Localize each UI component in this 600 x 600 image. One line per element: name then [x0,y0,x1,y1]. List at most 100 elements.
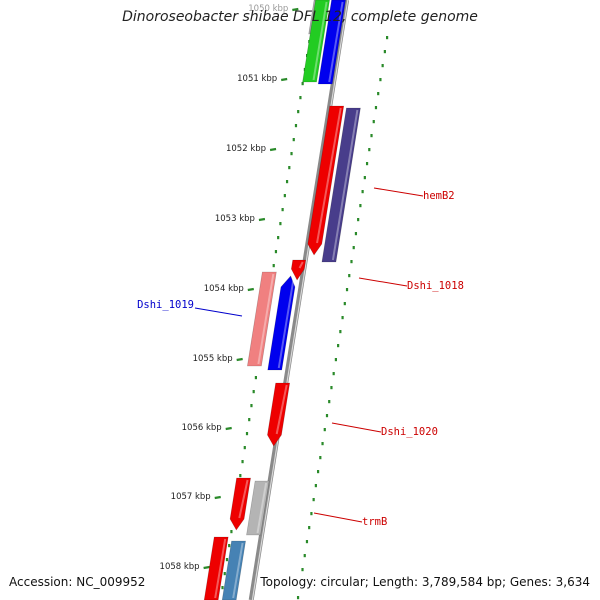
kbp-tick-mark [236,357,243,362]
tick-dot [290,152,293,156]
kbp-tick-label: 1050 kbp [248,4,288,14]
tick-dot [323,428,326,432]
gene-label-leader [331,422,382,433]
tick-dot [297,110,300,114]
gray-gene-arrow [246,480,270,536]
kbp-tick-mark [247,287,254,292]
kbp-tick-label: 1054 kbp [204,284,244,294]
tick-dot [310,512,313,516]
tick-dot [305,540,309,544]
tick-dot [223,572,226,576]
tick-dot [316,470,320,474]
tick-dot [372,120,375,124]
gene-label-leader [373,187,424,197]
tick-dot [386,36,389,40]
red-gene-highlight [275,384,288,435]
tick-dot [250,404,253,408]
blue-gene-arrow [317,0,346,85]
tick-dot [277,236,280,240]
tick-dot [303,554,306,558]
gene-label-leader [313,512,363,523]
tick-dot [381,64,384,68]
tick-dot [274,250,278,254]
map-title: Dinoroseobacter shibae DFL 12, complete … [122,9,478,25]
genome-backbone-highlight [251,0,349,600]
tick-dot [383,50,386,54]
kbp-tick-label: 1051 kbp [237,74,277,84]
tick-dot [319,456,322,460]
tick-dot [308,526,311,530]
kbp-tick-label: 1052 kbp [226,144,266,154]
tick-dot [361,190,364,194]
tick-dot [225,558,229,562]
steelblue-gene-highlight [232,542,244,599]
kbp-tick-label: 1056 kbp [182,423,222,433]
tick-dot [283,194,286,198]
kbp-tick-label: 1053 kbp [215,214,255,224]
tick-dot [301,82,304,86]
accession-text: Accession: NC_009952 [7,574,148,590]
green-gene-highlight [312,1,328,81]
tick-dot [337,344,340,348]
tick-dot [339,330,342,334]
pink-gene-arrow [247,271,277,367]
blue-gene-highlight [277,277,295,369]
tick-dot [332,372,335,376]
genome-backbone [248,0,350,600]
red-gene-arrow [291,259,307,281]
tick-dot [325,414,329,418]
tick-dot [245,432,249,436]
kbp-tick-mark [214,495,221,500]
kbp-tick-mark [281,77,288,82]
tick-dot [248,418,251,422]
tick-dot [301,568,304,572]
red-gene-highlight [298,261,304,269]
tick-dot [254,376,258,380]
tick-dot [379,78,382,82]
green-gene-arrow [302,0,330,83]
tick-dot [341,316,344,320]
tick-dot [230,530,233,534]
gene-label: hemB2 [423,190,455,202]
kbp-tick-mark [292,7,299,12]
gene-label-leader [194,307,243,317]
slateblue-gene-arrow [321,107,361,263]
red-gene-highlight [214,538,227,599]
slateblue-gene-highlight [331,109,359,261]
tick-dot [359,204,362,208]
gene-label-leader [358,277,408,287]
genome-summary-text: Topology: circular; Length: 3,789,584 bp… [258,574,592,590]
blue-gene-arrow [267,275,296,371]
tick-dot [243,446,246,450]
tick-dot [312,498,315,502]
tick-dot [321,442,324,446]
tick-dot [272,264,275,268]
red-gene-arrow [307,105,345,256]
tick-dot [292,138,295,142]
pink-gene-highlight [257,273,275,365]
tick-dot [279,222,282,226]
gene-label: trmB [362,516,387,528]
blue-gene-highlight [328,1,344,83]
gray-gene-highlight [256,482,268,534]
tick-dot [343,302,346,306]
tick-dot [314,484,317,488]
tick-dot [239,474,242,478]
tick-dot [252,390,255,394]
tick-dot [368,148,371,152]
gene-label: Dshi_1019 [137,299,194,311]
tick-dot [377,92,380,96]
gene-label: Dshi_1018 [407,280,464,292]
tick-dot [350,260,353,264]
tick-dot [345,288,349,292]
kbp-tick-label: 1057 kbp [171,492,211,502]
tick-dot [296,596,300,600]
tick-dot [334,358,338,362]
tick-dot [221,586,224,590]
tick-dot [328,400,331,404]
tick-dot [363,176,366,180]
red-gene-arrow [203,536,229,600]
tick-dot [281,208,284,212]
